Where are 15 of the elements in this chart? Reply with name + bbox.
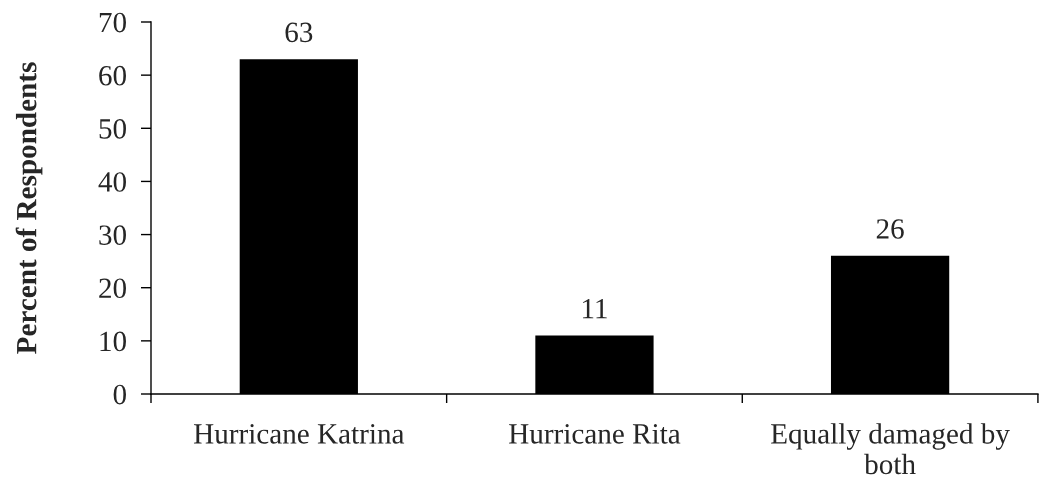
x-tick-label: Equally damaged by both bbox=[771, 423, 1010, 475]
y-tick-label: 70 bbox=[99, 12, 126, 33]
y-tick-label: 0 bbox=[113, 384, 126, 405]
data-label: 26 bbox=[876, 219, 904, 239]
y-tick-label: 20 bbox=[99, 278, 126, 299]
y-tick-label: 50 bbox=[99, 119, 126, 139]
y-axis-title: Percent of Respondents bbox=[15, 62, 43, 354]
y-tick-label: 40 bbox=[98, 172, 126, 192]
x-tick-label: Hurricane Katrina bbox=[193, 424, 405, 444]
data-label: 11 bbox=[582, 298, 607, 319]
x-tick-label: Hurricane Rita bbox=[509, 424, 681, 444]
y-tick-label: 10 bbox=[100, 331, 126, 352]
y-tick-label: 30 bbox=[99, 225, 126, 245]
data-label: 63 bbox=[285, 22, 313, 43]
y-tick-label: 60 bbox=[99, 65, 126, 86]
